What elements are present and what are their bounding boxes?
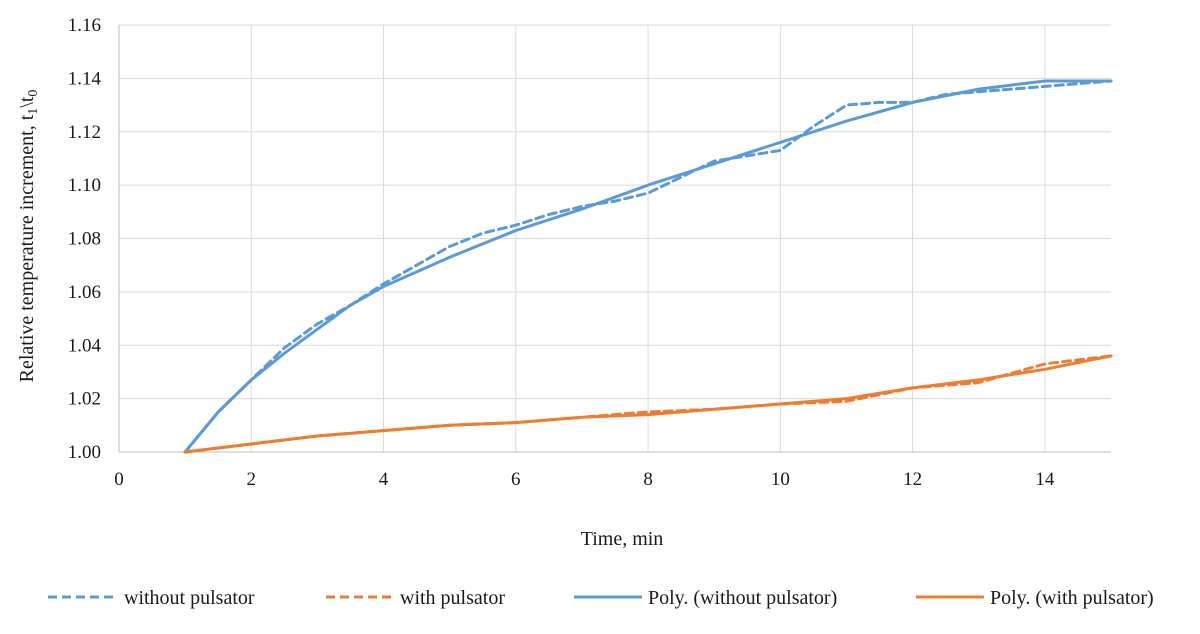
axes <box>118 25 1111 453</box>
legend-label-poly-without-pulsator: Poly. (without pulsator) <box>648 587 837 609</box>
y-axis-title-sep: \t <box>16 96 38 108</box>
series-line-with-pulsator <box>183 354 1113 454</box>
legend-item-with-pulsator: with pulsator <box>326 587 505 609</box>
legend-label-with-pulsator: with pulsator <box>400 587 505 609</box>
y-axis-title-sub1: 1 <box>26 108 41 115</box>
y-tick-label-5: 1.10 <box>68 175 101 196</box>
legend-label-without-pulsator: without pulsator <box>124 587 255 609</box>
legend-item-without-pulsator: without pulsator <box>48 587 255 609</box>
legend-label-poly-with-pulsator: Poly. (with pulsator) <box>990 587 1154 609</box>
x-axis-title: Time, min <box>581 528 664 550</box>
y-axis-title: Relative temperature increment, t1\t0 <box>16 90 41 383</box>
y-tick-label-6: 1.12 <box>68 122 101 143</box>
y-tick-label-0: 1.00 <box>68 442 101 463</box>
x-tick-label-1: 2 <box>247 469 257 490</box>
y-axis-title-main: Relative temperature increment, t <box>16 114 38 382</box>
legend: without pulsator with pulsator Poly. (wi… <box>48 587 1154 609</box>
y-tick-label-2: 1.04 <box>68 335 102 356</box>
y-tick-label-7: 1.14 <box>68 68 102 89</box>
y-tick-label-8: 1.16 <box>68 15 101 36</box>
y-axis-title-sub2: 0 <box>26 90 41 97</box>
x-tick-label-6: 12 <box>903 469 922 490</box>
x-tick-label-2: 4 <box>379 469 389 490</box>
x-tick-label-5: 10 <box>771 469 790 490</box>
series-group <box>183 79 1113 454</box>
series-line-poly-with-pulsator <box>183 354 1113 454</box>
legend-item-poly-with-pulsator: Poly. (with pulsator) <box>916 587 1154 609</box>
tick-labels: 1.00 1.02 1.04 1.06 1.08 1.10 1.12 1.14 1.16 0 2 4 6… <box>68 15 1055 490</box>
grid <box>119 24 1111 453</box>
x-tick-label-7: 14 <box>1035 469 1055 490</box>
x-tick-label-0: 0 <box>114 469 124 490</box>
series-line-poly-without-pulsator <box>183 79 1113 454</box>
y-tick-label-4: 1.08 <box>68 229 101 250</box>
y-tick-label-1: 1.02 <box>68 389 101 410</box>
x-tick-label-4: 8 <box>643 469 653 490</box>
legend-item-poly-without-pulsator: Poly. (without pulsator) <box>574 587 837 609</box>
x-tick-label-3: 6 <box>511 469 521 490</box>
y-tick-label-3: 1.06 <box>68 282 101 303</box>
